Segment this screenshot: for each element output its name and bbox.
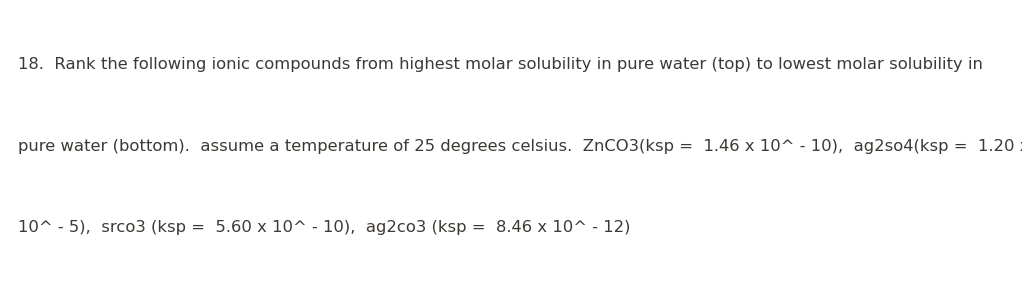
Text: pure water (bottom).  assume a temperature of 25 degrees celsius.  ZnCO3(ksp =  : pure water (bottom). assume a temperatur… (18, 138, 1022, 154)
Text: 10^ - 5),  srco3 (ksp =  5.60 x 10^ - 10),  ag2co3 (ksp =  8.46 x 10^ - 12): 10^ - 5), srco3 (ksp = 5.60 x 10^ - 10),… (18, 220, 631, 235)
Text: 18.  Rank the following ionic compounds from highest molar solubility in pure wa: 18. Rank the following ionic compounds f… (18, 57, 983, 72)
